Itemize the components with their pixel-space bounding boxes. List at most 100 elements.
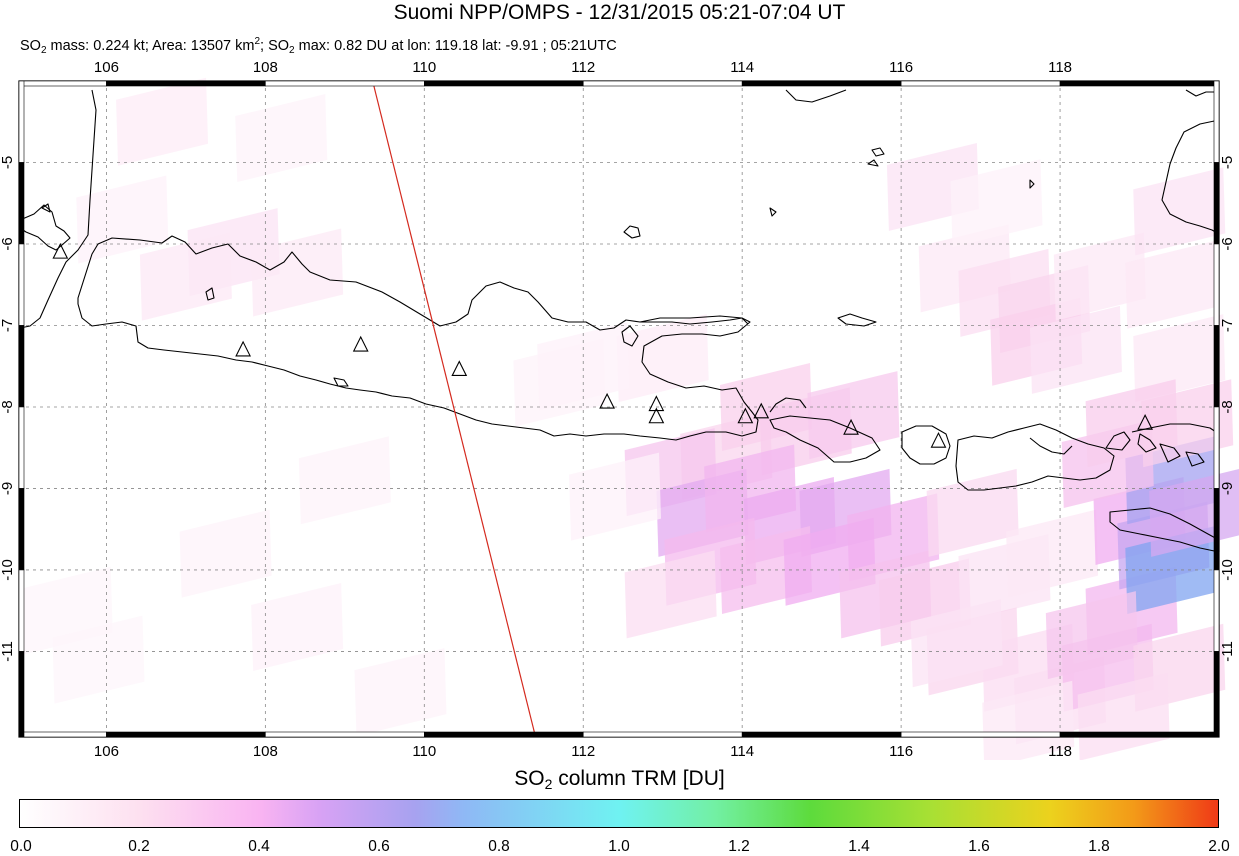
axis-border-segment xyxy=(106,80,266,87)
coast-small-island-8 xyxy=(1159,443,1181,463)
coast-bali xyxy=(769,415,881,463)
triangle-icon xyxy=(930,431,947,448)
map-title: Suomi NPP/OMPS - 12/31/2015 05:21-07:04 … xyxy=(393,1,846,24)
so2-map: 106 106 108 108 110 110 112 112 114 114 116 116 118 1… xyxy=(0,59,1239,760)
coast-java xyxy=(77,235,759,441)
so2-pixel xyxy=(982,680,1075,760)
axis-border-segment xyxy=(741,80,902,87)
coast-kalimantan xyxy=(785,89,847,103)
axis-border-segment xyxy=(582,731,743,738)
so2-pixel xyxy=(354,648,447,737)
lon-tick-label: 114 xyxy=(730,743,754,760)
grid-lines xyxy=(19,81,1219,737)
lon-tick-label: 106 xyxy=(94,743,119,760)
so2-pixel xyxy=(116,77,209,166)
colorbar-tick-label: 1.4 xyxy=(848,838,870,855)
axis-border-segment xyxy=(18,488,25,571)
triangle-icon xyxy=(451,360,468,377)
volcano-markers xyxy=(52,242,1153,448)
coast-small-island-1 xyxy=(623,225,641,239)
triangle-icon xyxy=(235,340,251,357)
lat-tick-label: -7 xyxy=(0,319,16,332)
axis-border-segment xyxy=(1213,651,1220,738)
colorbar-tick-label: 1.0 xyxy=(608,838,630,855)
colorbar-tick-label: 1.2 xyxy=(728,838,750,855)
colorbar-tick-label: 0.8 xyxy=(488,838,510,855)
lat-tick-label: -10 xyxy=(1219,559,1236,581)
axis-border-segment xyxy=(18,569,25,652)
lat-tick-label: -6 xyxy=(1219,237,1236,250)
axis-border-segment xyxy=(1213,569,1220,652)
axis-border-segment xyxy=(1213,488,1220,571)
colorbar xyxy=(19,799,1219,828)
lon-tick-label: 106 xyxy=(94,59,119,76)
orbit-track-line xyxy=(372,80,537,738)
lat-tick-label: -11 xyxy=(1219,641,1236,662)
coast-small-island-6 xyxy=(867,159,879,167)
axis-border-segment xyxy=(1213,406,1220,489)
coastline xyxy=(19,89,1220,553)
triangle-icon xyxy=(753,402,770,419)
so2-pixel xyxy=(179,509,272,598)
triangle-icon xyxy=(648,395,665,412)
lon-tick-label: 112 xyxy=(571,743,595,760)
axis-border-segment xyxy=(900,731,1061,738)
lat-tick-label: -8 xyxy=(0,400,16,413)
so2-pixel xyxy=(251,228,344,317)
axis-border-segment xyxy=(1059,80,1220,87)
coast-small-island-3 xyxy=(621,325,639,347)
coast-sulawesi xyxy=(1161,119,1220,235)
so2-pixel xyxy=(926,468,1019,557)
coast-madura xyxy=(639,315,749,325)
colorbar-tick-label: 0.6 xyxy=(368,838,390,855)
axis-border-segment xyxy=(1213,80,1220,163)
colorbar-tick-label: 1.6 xyxy=(968,838,990,855)
so2-pixel xyxy=(52,615,145,704)
triangle-icon xyxy=(52,242,69,259)
coast-small-island-11 xyxy=(41,203,51,213)
axis-border-segment xyxy=(18,80,107,87)
coast-small-island-4 xyxy=(837,313,877,327)
so2-pixel xyxy=(950,159,1043,248)
axis-border-segment xyxy=(18,651,25,738)
coast-sumatra-north xyxy=(19,89,97,329)
axis-border-segment xyxy=(582,80,743,87)
coast-bali-north xyxy=(769,397,807,413)
lon-tick-label: 110 xyxy=(412,743,436,760)
lat-tick-label: -11 xyxy=(0,641,16,662)
axis-border-segment xyxy=(265,731,425,738)
lat-tick-label: -7 xyxy=(1219,319,1236,332)
so2-pixel xyxy=(616,314,709,403)
coast-sumatra xyxy=(19,204,71,251)
lon-tick-label: 112 xyxy=(571,59,595,76)
so2-pixel xyxy=(1133,314,1226,403)
so2-pixel xyxy=(910,599,1003,688)
coast-sulawesi-top xyxy=(1185,89,1219,97)
so2-pixel xyxy=(76,175,169,264)
coast-small-island-14 xyxy=(769,207,777,217)
lon-tick-label: 108 xyxy=(253,59,278,76)
axis-border-segment xyxy=(423,80,584,87)
so2-pixel xyxy=(1045,591,1138,680)
colorbar-tick-label: 2.0 xyxy=(1208,838,1230,855)
triangle-icon xyxy=(843,418,859,435)
lat-tick-label: -9 xyxy=(1219,482,1236,495)
coast-sumbawa-bay xyxy=(1029,437,1073,455)
so2-pixel xyxy=(251,582,344,671)
axis-border-segment xyxy=(1213,325,1220,408)
lon-tick-label: 114 xyxy=(730,59,754,76)
so2-pixel xyxy=(1077,672,1170,760)
coast-small-island-7 xyxy=(1137,433,1157,453)
coast-small-island-13 xyxy=(1029,179,1035,189)
so2-pixel xyxy=(569,452,662,541)
lon-tick-label: 110 xyxy=(412,59,436,76)
lon-tick-label: 118 xyxy=(1048,59,1072,76)
so2-pixel xyxy=(807,371,900,460)
axis-ticks: 106 106 108 108 110 110 112 112 114 114 116 116 118 1… xyxy=(0,59,1236,760)
triangle-icon xyxy=(352,335,369,352)
colorbar-tick-label: 0.4 xyxy=(248,838,270,855)
lat-tick-label: -8 xyxy=(1219,400,1236,413)
lon-tick-label: 118 xyxy=(1048,743,1072,760)
triangle-icon xyxy=(648,407,665,424)
so2-pixel xyxy=(1125,525,1218,614)
